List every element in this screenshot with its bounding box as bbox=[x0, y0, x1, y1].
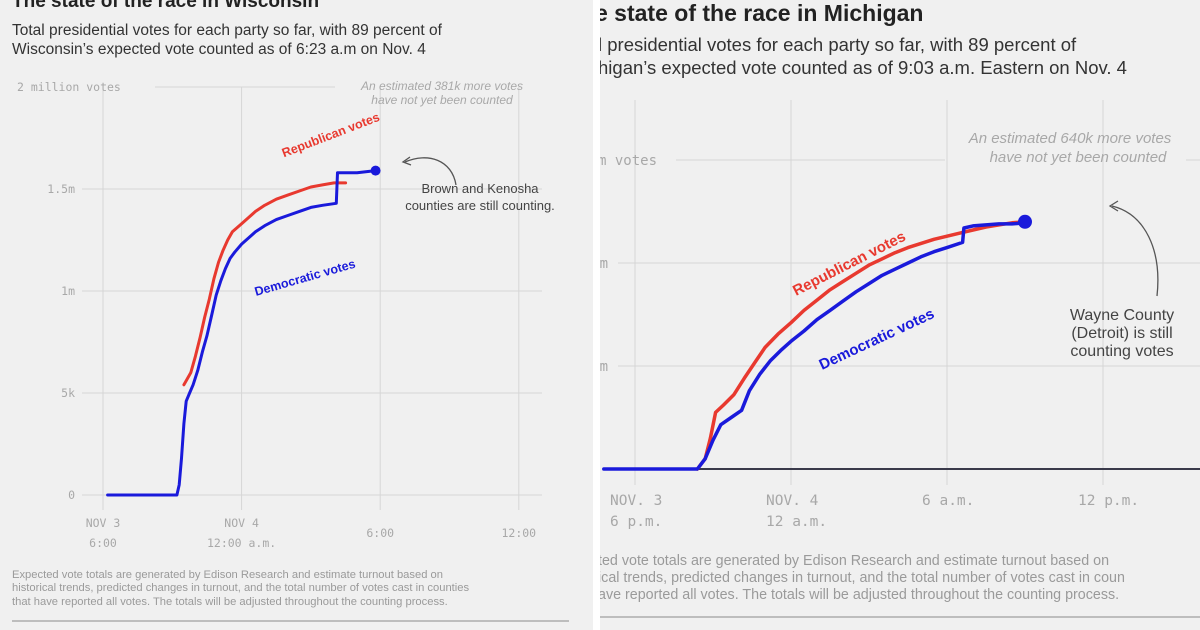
x-tick-label: NOV. 4 bbox=[766, 493, 819, 509]
y-tick-label: 1m bbox=[61, 284, 75, 298]
estimate-note-line2: have not yet been counted bbox=[990, 149, 1167, 166]
y-tick-label: m votes bbox=[600, 153, 657, 169]
democratic-series-label: Democratic votes bbox=[817, 305, 938, 373]
y-tick-label: m bbox=[600, 359, 608, 375]
estimate-note-line1: An estimated 381k more votes bbox=[360, 79, 523, 93]
x-axis-ticks: NOV. 3 6 p.m. NOV. 4 12 a.m. 6 a.m. 12 p.m. bbox=[610, 493, 1139, 530]
wisconsin-chart: 0 5k 1m 1.5m 2 million votes NOV 3 6:00 NOV 4 1… bbox=[17, 79, 555, 550]
x-tick-label: NOV 4 bbox=[224, 516, 259, 530]
chart-subtitle-line1: Total presidential votes for each party … bbox=[12, 22, 442, 39]
annotation-line2: (Detroit) is still bbox=[1071, 325, 1172, 342]
y-axis-ticks: m m m votes bbox=[600, 153, 657, 375]
x-tick-label: 6 p.m. bbox=[610, 514, 662, 530]
annotation-line2: counties are still counting. bbox=[405, 198, 555, 213]
x-tick-label: 12:00 bbox=[501, 526, 536, 540]
y-tick-label: 2 million votes bbox=[17, 80, 121, 94]
x-tick-label: NOV 3 bbox=[86, 516, 121, 530]
chart-subtitle-line1: l presidential votes for each party so f… bbox=[600, 34, 1077, 55]
chart-subtitle-line2: Wisconsin’s expected vote counted as of … bbox=[12, 41, 426, 58]
republican-series-label: Republican votes bbox=[790, 228, 908, 300]
democratic-votes-line bbox=[602, 221, 1027, 471]
michigan-chart-panel: e state of the race in Michigan l presid… bbox=[600, 0, 1200, 630]
republican-series-label: Republican votes bbox=[280, 110, 382, 160]
footnote: Expected vote totals are generated by Ed… bbox=[12, 569, 592, 609]
footer-divider bbox=[600, 616, 1200, 618]
arrowhead-icon bbox=[1108, 200, 1119, 212]
x-tick-label: 6 a.m. bbox=[922, 493, 974, 509]
y-axis-ticks: 0 5k 1m 1.5m 2 million votes bbox=[17, 80, 121, 502]
estimate-note-line1: An estimated 640k more votes bbox=[968, 130, 1172, 147]
footnote-line1: ted vote totals are generated by Edison … bbox=[600, 553, 1110, 569]
annotation-arrow bbox=[404, 157, 457, 186]
y-tick-label: 0 bbox=[68, 488, 75, 502]
chart-title: The state of the race in Wisconsin bbox=[12, 0, 320, 12]
x-tick-label: 12 p.m. bbox=[1078, 493, 1139, 509]
x-axis-ticks: NOV 3 6:00 NOV 4 12:00 a.m. 6:00 12:00 bbox=[86, 516, 536, 550]
footnote-line2: ical trends, predicted changes in turnou… bbox=[600, 570, 1125, 587]
x-tick-label: NOV. 3 bbox=[610, 493, 662, 509]
arrowhead-icon bbox=[401, 156, 412, 166]
latest-count-dot bbox=[1018, 214, 1032, 229]
michigan-chart: m m m votes NOV. 3 6 p.m. NOV. 4 12 a.m. 6 a.m… bbox=[600, 100, 1200, 530]
footnote-line1: Expected vote totals are generated by Ed… bbox=[12, 569, 443, 581]
wisconsin-chart-panel: The state of the race in Wisconsin Total… bbox=[0, 0, 593, 630]
chart-subtitle-line2: higan’s expected vote counted as of 9:03… bbox=[600, 57, 1127, 78]
annotation-line1: Wayne County bbox=[1070, 307, 1174, 324]
x-tick-label: 12 a.m. bbox=[766, 514, 827, 530]
footnote-line3: ave reported all votes. The totals will … bbox=[600, 587, 1120, 604]
chart-title: e state of the race in Michigan bbox=[600, 0, 924, 26]
latest-count-dot bbox=[370, 165, 381, 176]
democratic-votes-line bbox=[106, 169, 378, 497]
series-lines bbox=[602, 214, 1032, 471]
annotation-arrow bbox=[1111, 205, 1159, 297]
x-tick-label: 12:00 a.m. bbox=[207, 536, 276, 550]
grid bbox=[82, 86, 542, 510]
republican-votes-line bbox=[182, 181, 348, 387]
footnote-line3: that have reported all votes. The totals… bbox=[12, 595, 448, 608]
footnote-line2: historical trends, predicted changes in … bbox=[12, 582, 470, 595]
footer-divider bbox=[12, 620, 569, 622]
y-tick-label: 5k bbox=[61, 386, 75, 400]
annotation-line1: Brown and Kenosha bbox=[421, 181, 539, 196]
footnote: ted vote totals are generated by Edison … bbox=[600, 553, 1200, 604]
estimate-note-line2: have not yet been counted bbox=[371, 93, 513, 107]
x-tick-label: 6:00 bbox=[89, 536, 117, 550]
democratic-series-label: Democratic votes bbox=[253, 257, 357, 299]
annotation-line3: counting votes bbox=[1070, 343, 1173, 360]
series-lines bbox=[106, 165, 381, 497]
y-tick-label: m bbox=[600, 256, 608, 272]
x-tick-label: 6:00 bbox=[366, 526, 394, 540]
y-tick-label: 1.5m bbox=[47, 182, 75, 196]
